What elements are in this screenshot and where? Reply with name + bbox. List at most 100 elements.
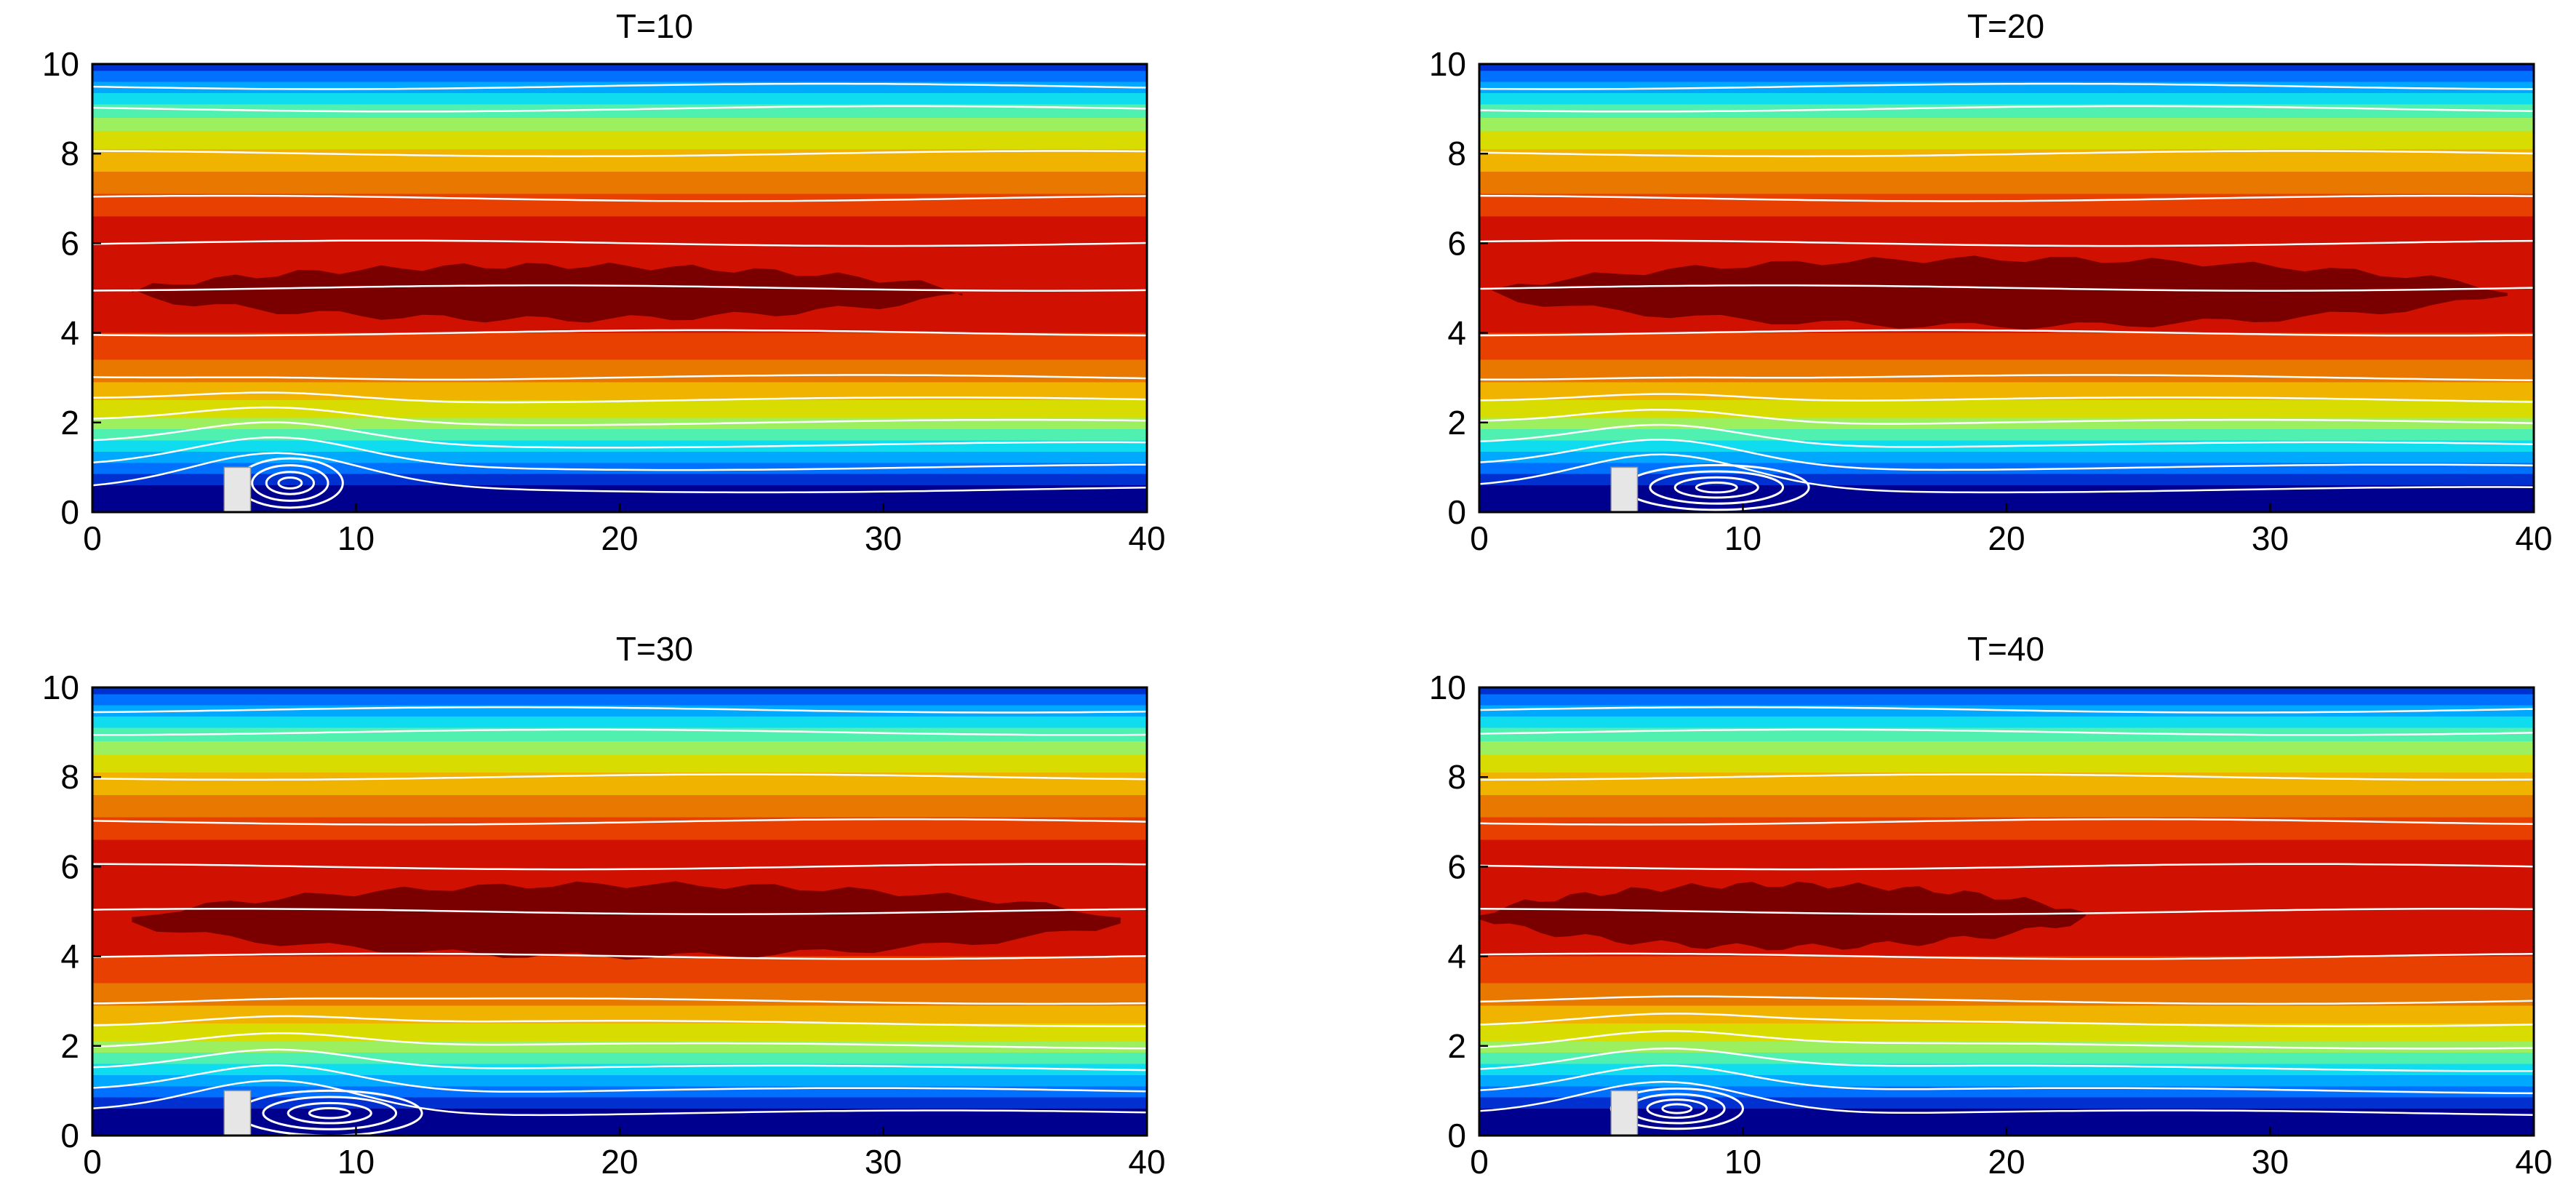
y-tick-label: 6: [1447, 847, 1466, 885]
streamline: [1479, 728, 2534, 736]
recirculation-streamline: [1695, 481, 1738, 494]
panel-title: T=30: [616, 630, 693, 668]
streamline: [92, 706, 1147, 714]
panel-title: T=20: [1967, 7, 2044, 45]
streamline: [1479, 1030, 2534, 1050]
streamline: [92, 436, 1147, 471]
recirculation-streamline: [1673, 476, 1759, 499]
x-tick-label: 10: [337, 1143, 375, 1181]
streamline: [92, 1080, 1147, 1117]
y-tick-label: 0: [60, 1117, 79, 1154]
x-tick-label: 30: [865, 519, 902, 557]
subplot-t20: T=20 0 10 20 30 40 0 2 4 6 8 10: [1429, 7, 2553, 557]
temperature-field: [92, 64, 1147, 512]
streamline: [1479, 706, 2534, 714]
streamline: [92, 82, 1147, 90]
panel-title: T=40: [1967, 630, 2044, 668]
y-tick-label: 8: [60, 758, 79, 796]
streamline: [92, 1015, 1147, 1027]
temperature-field: [92, 687, 1147, 1136]
recirculation-streamline: [1661, 1103, 1693, 1114]
obstacle-block: [1610, 1090, 1639, 1136]
x-tick-label: 20: [1988, 519, 2025, 557]
contour-plot-area: 0 10 20 30 40 0 2 4 6 8 10: [1429, 669, 2553, 1181]
streamline: [92, 818, 1147, 826]
x-tick-label: 40: [2515, 519, 2552, 557]
streamline: [92, 239, 1147, 247]
y-tick-label: 10: [1429, 669, 1466, 706]
streamline: [1479, 82, 2534, 90]
streamline: [92, 908, 1147, 915]
y-tick-label: 4: [1447, 938, 1466, 975]
streamline: [92, 329, 1147, 337]
streamline: [92, 421, 1147, 449]
y-tick-label: 2: [60, 1027, 79, 1065]
x-tick-label: 40: [1128, 1143, 1165, 1181]
contour-plot-area: 0 10 20 30 40 0 2 4 6 8 10: [42, 45, 1166, 557]
recirculation-streamline: [287, 1101, 372, 1125]
dark-core-region: [1479, 882, 2086, 951]
temperature-field: [1479, 687, 2534, 1136]
x-tick-label: 30: [2252, 1143, 2289, 1181]
y-tick-label: 8: [60, 135, 79, 172]
recirculation-streamline: [262, 1096, 398, 1130]
streamline: [1479, 374, 2534, 381]
obstacle-block: [223, 466, 252, 512]
x-tick-label: 0: [83, 519, 102, 557]
streamline: [1479, 863, 2534, 871]
streamline: [92, 391, 1147, 404]
streamline: [92, 105, 1147, 113]
streamline: [1479, 773, 2534, 781]
streamline: [92, 452, 1147, 494]
y-tick-label: 8: [1447, 758, 1466, 796]
streamline: [92, 1064, 1147, 1093]
streamline: [1479, 818, 2534, 826]
streamline: [1479, 1013, 2534, 1027]
x-tick-label: 20: [1988, 1143, 2025, 1181]
y-tick-label: 4: [1447, 314, 1466, 352]
x-tick-label: 10: [1724, 1143, 1761, 1181]
streamline: [1479, 105, 2534, 113]
contour-plot-area: 0 10 20 30 40 0 2 4 6 8 10: [1429, 45, 2553, 557]
y-tick-label: 6: [1447, 224, 1466, 262]
dark-core-region: [1492, 255, 2508, 330]
x-tick-label: 40: [1128, 519, 1165, 557]
y-tick-label: 6: [60, 224, 79, 262]
streamline: [92, 284, 1147, 292]
temperature-field: [1479, 64, 2534, 512]
streamline: [92, 406, 1147, 426]
streamline: [1479, 150, 2534, 158]
y-tick-label: 0: [1447, 1117, 1466, 1154]
streamline: [1479, 194, 2534, 202]
recirculation-streamline: [308, 1106, 351, 1120]
streamline: [92, 863, 1147, 871]
streamline: [92, 728, 1147, 736]
y-tick-label: 0: [1447, 493, 1466, 531]
recirculation-streamline: [251, 464, 329, 502]
y-tick-label: 2: [1447, 404, 1466, 442]
streamline: [1479, 423, 2534, 448]
x-tick-label: 10: [1724, 519, 1761, 557]
streamline: [1479, 1064, 2534, 1095]
streamline: [92, 773, 1147, 781]
contour-plot-area: 0 10 20 30 40 0 2 4 6 8 10: [42, 669, 1166, 1181]
streamline: [1479, 393, 2534, 403]
y-tick-label: 10: [42, 669, 79, 706]
dark-core-region: [132, 881, 1121, 960]
x-tick-label: 30: [865, 1143, 902, 1181]
streamline: [92, 1032, 1147, 1050]
x-tick-label: 20: [601, 1143, 638, 1181]
recirculation-streamline: [1649, 470, 1785, 505]
streamline: [92, 952, 1147, 960]
x-tick-label: 0: [1470, 519, 1489, 557]
recirculation-streamline: [265, 471, 315, 495]
streamline: [1479, 284, 2534, 292]
y-tick-label: 2: [60, 404, 79, 442]
x-tick-label: 30: [2252, 519, 2289, 557]
y-tick-label: 6: [60, 847, 79, 885]
y-tick-label: 0: [60, 493, 79, 531]
streamline: [92, 374, 1147, 381]
x-tick-label: 0: [83, 1143, 102, 1181]
streamline: [1479, 439, 2534, 471]
